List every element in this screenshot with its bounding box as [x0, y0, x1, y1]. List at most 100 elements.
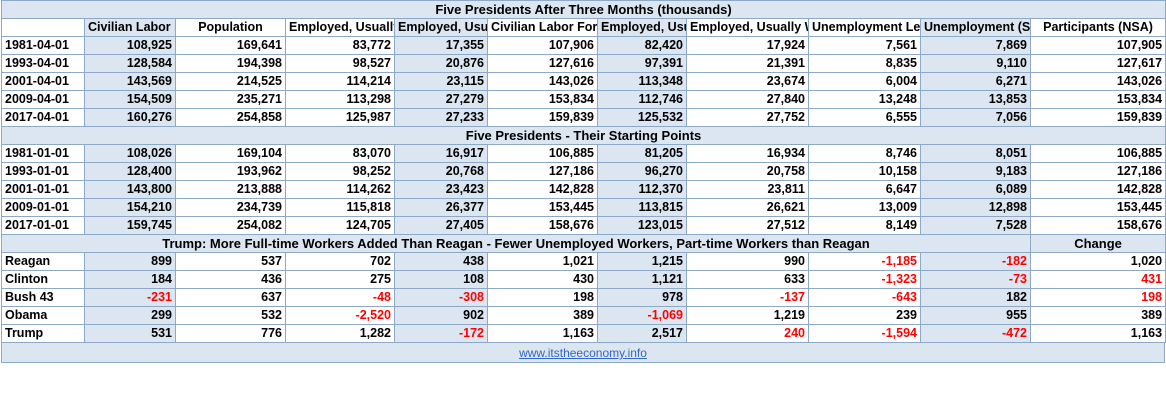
section-title-comparison: Trump: More Full-time Workers Added Than… [1, 234, 1031, 253]
table-cell: 27,752 [686, 108, 809, 127]
change-cell: 1,020 [1029, 252, 1166, 271]
table-cell: 235,271 [175, 90, 286, 109]
table-cell: 6,271 [920, 72, 1031, 91]
data-table: Five Presidents After Three Months (thou… [0, 0, 1166, 343]
table-cell: 21,391 [686, 54, 809, 73]
table-cell: 160,276 [84, 108, 176, 127]
row-date: 1993-04-01 [1, 54, 85, 73]
table-cell: 143,026 [1029, 72, 1166, 91]
table-cell: 83,070 [285, 144, 395, 163]
table-row: Clinton 184 436 275 108 430 1,121 633 -1,323 -73 4… [1, 270, 1166, 289]
table-cell: 20,768 [394, 162, 488, 181]
change-cell: 182 [920, 288, 1031, 307]
table-cell: 12,898 [920, 198, 1031, 217]
table-cell: 113,348 [597, 72, 687, 91]
column-header: Unemployment (SA) [920, 18, 1031, 37]
column-header: Employed, Usually Work Full Time (NSA) [597, 18, 687, 37]
column-header: Employed, Usually Work Part Time (NSA) [686, 18, 809, 37]
table-cell: 143,026 [487, 72, 598, 91]
table-cell: 7,056 [920, 108, 1031, 127]
section-title-comparison-row: Trump: More Full-time Workers Added Than… [1, 234, 1166, 253]
change-cell: 436 [175, 270, 286, 289]
change-cell: 198 [1029, 288, 1166, 307]
change-cell: -137 [686, 288, 809, 307]
row-date: 2009-04-01 [1, 90, 85, 109]
footer: www.itstheeconomy.info [1, 343, 1165, 363]
table-cell: 98,527 [285, 54, 395, 73]
table-cell: 143,800 [84, 180, 176, 199]
table-cell: 13,009 [808, 198, 921, 217]
president-name: Trump [1, 324, 85, 343]
table-cell: 158,676 [487, 216, 598, 235]
change-label: Change [1029, 234, 1166, 253]
row-date: 2001-01-01 [1, 180, 85, 199]
change-cell: 239 [808, 306, 921, 325]
table-cell: 17,924 [686, 36, 809, 55]
table-cell: 113,298 [285, 90, 395, 109]
table-cell: 254,082 [175, 216, 286, 235]
change-cell: 1,163 [1029, 324, 1166, 343]
table-row: Trump 531 776 1,282 -172 1,163 2,517 240 -1,594-… [1, 324, 1166, 343]
column-header-row: Civilian Labor Force (SA)PopulationEmplo… [1, 18, 1166, 37]
change-cell: 430 [487, 270, 598, 289]
change-cell: -2,520 [285, 306, 395, 325]
table-row: 2009-01-01 154,210 234,739 115,818 26,377 153… [1, 198, 1166, 217]
table-cell: 27,233 [394, 108, 488, 127]
table-cell: 159,839 [487, 108, 598, 127]
row-date: 2009-01-01 [1, 198, 85, 217]
change-cell: -308 [394, 288, 488, 307]
change-cell: -73 [920, 270, 1031, 289]
table-cell: 106,885 [1029, 144, 1166, 163]
column-header: Unemployment Level (NSA) [808, 18, 921, 37]
table-row: 2009-04-01 154,509 235,271 113,298 27,279 153… [1, 90, 1166, 109]
change-cell: 240 [686, 324, 809, 343]
table-cell: 7,561 [808, 36, 921, 55]
table-row: 1981-04-01 108,925 169,641 83,772 17,355 107,… [1, 36, 1166, 55]
row-date: 2001-04-01 [1, 72, 85, 91]
table-cell: 26,377 [394, 198, 488, 217]
table-cell: 123,015 [597, 216, 687, 235]
change-cell: 184 [84, 270, 176, 289]
table-cell: 154,509 [84, 90, 176, 109]
table-cell: 6,089 [920, 180, 1031, 199]
table-cell: 127,617 [1029, 54, 1166, 73]
change-cell: 431 [1029, 270, 1166, 289]
column-header: Participants (NSA) [1029, 18, 1166, 37]
change-cell: -1,323 [808, 270, 921, 289]
table-row: 2001-01-01 143,800 213,888 114,262 23,423 142… [1, 180, 1166, 199]
change-cell: 1,121 [597, 270, 687, 289]
table-cell: 108,925 [84, 36, 176, 55]
change-cell: 275 [285, 270, 395, 289]
column-header: Employed, Usually Work Full Time (SA) [285, 18, 395, 37]
table-cell: 169,641 [175, 36, 286, 55]
section-title-starting-points-row: Five Presidents - Their Starting Points [0, 126, 1166, 145]
change-cell: 955 [920, 306, 1031, 325]
table-cell: 27,279 [394, 90, 488, 109]
table-cell: 16,934 [686, 144, 809, 163]
table-cell: 81,205 [597, 144, 687, 163]
change-cell: 108 [394, 270, 488, 289]
row-date: 2017-01-01 [1, 216, 85, 235]
change-cell: 1,163 [487, 324, 598, 343]
president-name: Bush 43 [1, 288, 85, 307]
table-cell: 26,621 [686, 198, 809, 217]
president-name: Clinton [1, 270, 85, 289]
change-cell: 537 [175, 252, 286, 271]
change-cell: 532 [175, 306, 286, 325]
table-row: Obama 299 532 -2,520 902 389 -1,069 1,219 239 955… [1, 306, 1166, 325]
table-cell: 13,853 [920, 90, 1031, 109]
table-title: Five Presidents After Three Months (thou… [0, 0, 1166, 19]
table-body: Five Presidents After Three Months (thou… [0, 0, 1166, 343]
table-cell: 142,828 [487, 180, 598, 199]
table-cell: 106,885 [487, 144, 598, 163]
table-cell: 9,183 [920, 162, 1031, 181]
table-cell: 96,270 [597, 162, 687, 181]
change-cell: 637 [175, 288, 286, 307]
table-cell: 114,262 [285, 180, 395, 199]
table-cell: 158,676 [1029, 216, 1166, 235]
change-cell: 776 [175, 324, 286, 343]
table-cell: 8,835 [808, 54, 921, 73]
table-cell: 213,888 [175, 180, 286, 199]
table-cell: 20,758 [686, 162, 809, 181]
source-link[interactable]: www.itstheeconomy.info [519, 346, 647, 360]
